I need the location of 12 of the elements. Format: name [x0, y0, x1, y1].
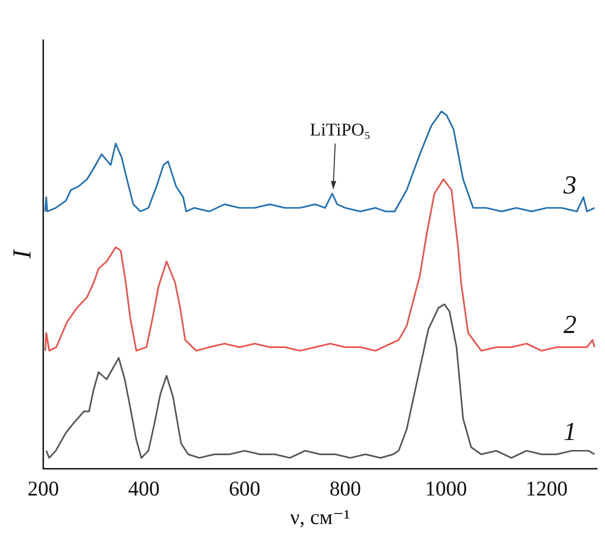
- series-label: 1: [563, 417, 576, 446]
- x-tick-label: 200: [27, 476, 59, 501]
- x-tick-label: 600: [228, 476, 260, 501]
- x-axis-title: ν, см⁻¹: [290, 504, 350, 529]
- y-axis-title: I: [7, 248, 36, 260]
- x-tick-label: 1200: [526, 476, 568, 501]
- x-tick-label: 1000: [424, 476, 467, 501]
- series-label: 2: [563, 310, 576, 339]
- x-tick-label: 800: [330, 476, 362, 501]
- series-label: 3: [562, 170, 576, 200]
- annotation: LiTiPO₅: [310, 119, 371, 140]
- x-tick-label: 400: [128, 476, 160, 501]
